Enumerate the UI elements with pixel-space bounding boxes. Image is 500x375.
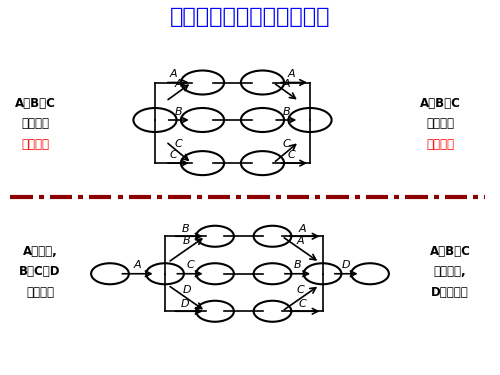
Text: C: C: [186, 261, 194, 270]
Text: B: B: [282, 107, 290, 117]
Text: 三项工作: 三项工作: [426, 117, 454, 130]
Text: D: D: [182, 285, 191, 295]
Text: C: C: [282, 139, 290, 149]
Text: B: B: [183, 236, 190, 246]
Text: B: B: [294, 261, 302, 270]
Text: D: D: [342, 261, 350, 270]
Text: C: C: [297, 285, 304, 295]
Text: D: D: [181, 299, 190, 309]
Text: A: A: [175, 79, 182, 88]
Text: B: B: [182, 224, 189, 234]
Text: C: C: [288, 150, 296, 160]
Text: A: A: [134, 261, 141, 270]
Text: C: C: [298, 299, 306, 309]
Text: 均完成后,: 均完成后,: [434, 266, 466, 278]
Text: 才能开始: 才能开始: [26, 286, 54, 299]
Text: A、B、C: A、B、C: [430, 245, 470, 258]
Text: A: A: [297, 236, 304, 246]
Text: A、B、C: A、B、C: [14, 97, 56, 109]
Text: 三项工作: 三项工作: [21, 117, 49, 130]
Text: 同时结束: 同时结束: [426, 138, 454, 151]
Text: C: C: [175, 139, 182, 149]
Text: A: A: [282, 79, 290, 88]
Text: 常见的逻辑关系及表示方法: 常见的逻辑关系及表示方法: [170, 7, 330, 27]
Text: 同时开始: 同时开始: [21, 138, 49, 151]
Text: A完成后,: A完成后,: [22, 245, 58, 258]
Text: A: A: [288, 69, 296, 79]
Text: A: A: [298, 224, 306, 234]
Text: A: A: [170, 69, 177, 79]
Text: C: C: [170, 150, 177, 160]
Text: B: B: [175, 107, 182, 117]
Text: D才能开始: D才能开始: [431, 286, 469, 299]
Text: A、B、C: A、B、C: [420, 97, 461, 109]
Text: B、C、D: B、C、D: [19, 266, 61, 278]
